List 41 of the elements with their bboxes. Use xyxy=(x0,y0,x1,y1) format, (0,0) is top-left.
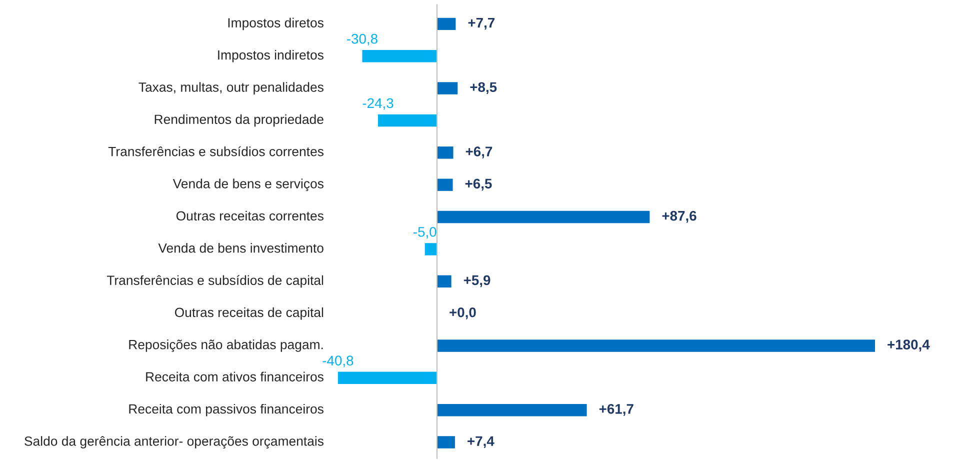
bar xyxy=(437,82,458,94)
bar xyxy=(437,340,875,352)
data-label: +7,7 xyxy=(468,18,495,30)
bar xyxy=(437,178,453,191)
data-label: +87,6 xyxy=(662,210,696,223)
bar xyxy=(437,404,587,416)
y-tick-label: Receita com passivos financeiros xyxy=(129,404,324,416)
data-label: +7,4 xyxy=(468,436,494,448)
data-label: -24,3 xyxy=(362,98,394,110)
bar xyxy=(437,436,455,448)
y-tick-label: Reposições não abatidas pagam. xyxy=(129,340,323,352)
y-tick-label: Venda de bens e serviços xyxy=(172,178,324,192)
bar xyxy=(362,50,437,62)
data-label: -5,0 xyxy=(414,226,436,238)
bar xyxy=(424,243,437,256)
bar xyxy=(437,275,452,288)
y-tick-label: Outras receitas correntes xyxy=(176,210,324,221)
data-label: +8,5 xyxy=(470,82,497,94)
y-tick-label: Venda de bens investimento xyxy=(158,243,324,253)
data-label: -40,8 xyxy=(322,356,354,368)
y-tick-label: Taxas, multas, outr penalidades xyxy=(138,82,324,94)
bar xyxy=(437,18,456,30)
y-tick-label: Rendimentos da propriedade xyxy=(154,114,324,127)
data-label: +180,4 xyxy=(888,340,930,352)
bar xyxy=(437,146,454,159)
data-label: +6,5 xyxy=(465,178,492,191)
y-tick-label: Outras receitas de capital xyxy=(174,307,324,320)
data-label: +6,7 xyxy=(466,146,492,158)
data-label: +61,7 xyxy=(599,404,634,416)
bar xyxy=(378,114,437,127)
data-label: +5,9 xyxy=(464,275,490,288)
y-tick-label: Saldo da gerência anterior- operações orçamentais xyxy=(24,436,324,448)
data-label: +0,0 xyxy=(450,307,476,320)
bar xyxy=(338,372,437,384)
y-tick-label: Impostos indiretos xyxy=(218,50,324,62)
data-label: -30,8 xyxy=(347,34,378,46)
bar xyxy=(437,210,650,224)
y-tick-label: Impostos diretos xyxy=(228,18,324,30)
y-tick-label: Receita com ativos financeiros xyxy=(146,372,324,382)
y-tick-label: Transferências e subsídios de capital xyxy=(106,275,324,288)
y-tick-label: Transferências e subsídios correntes xyxy=(108,146,324,156)
